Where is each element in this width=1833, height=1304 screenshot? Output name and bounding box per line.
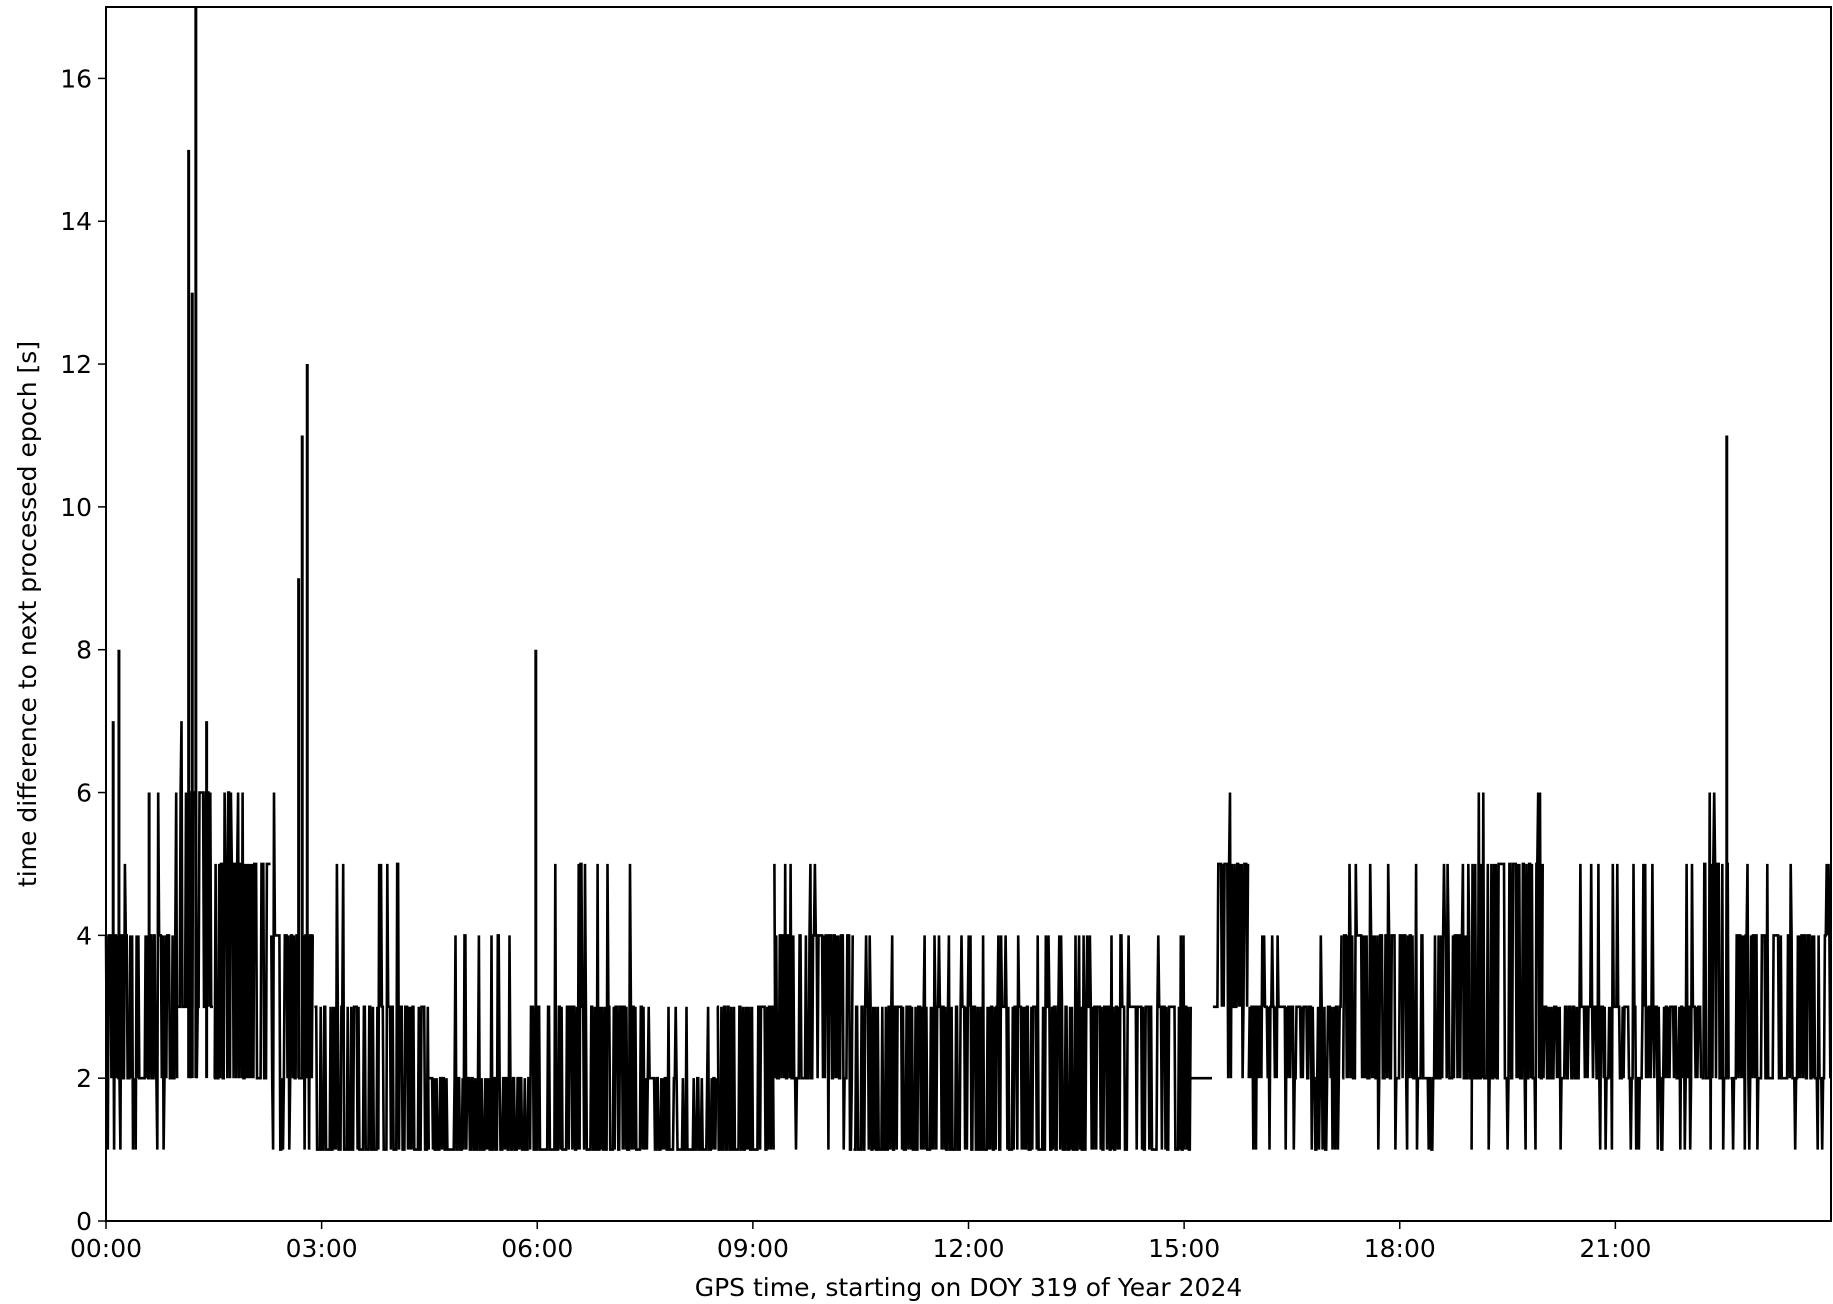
x-tick-label: 21:00 — [1579, 1234, 1651, 1263]
x-tick-label: 06:00 — [501, 1234, 573, 1263]
series-layer — [104, 7, 1832, 1151]
series-segment — [1542, 863, 1703, 1151]
x-tick-label: 03:00 — [286, 1234, 358, 1263]
x-tick-label: 18:00 — [1364, 1234, 1436, 1263]
series-segment — [1247, 935, 1343, 1151]
series-segment — [1730, 863, 1832, 1150]
y-axis: 0 2 4 6 8 10 12 14 16 — [60, 64, 106, 1236]
series-segment — [528, 862, 646, 1151]
y-axis-label: time difference to next processed epoch … — [13, 341, 42, 887]
y-tick-label: 14 — [60, 207, 92, 236]
series-segment — [643, 1006, 718, 1151]
x-axis-label: GPS time, starting on DOY 319 of Year 20… — [695, 1273, 1243, 1302]
x-axis: 00:00 03:00 06:00 09:00 12:00 15:00 18:00 21:00 — [70, 1221, 1651, 1263]
y-tick-label: 6 — [76, 779, 92, 808]
x-tick-label: 12:00 — [932, 1234, 1004, 1263]
y-tick-label: 2 — [76, 1064, 92, 1093]
series-segment — [1212, 792, 1250, 1079]
series-segment — [853, 935, 1027, 1151]
series-segment — [716, 1005, 775, 1151]
x-tick-label: 15:00 — [1148, 1234, 1220, 1263]
series-segment — [104, 863, 136, 1150]
series-segment — [1024, 934, 1192, 1151]
series-segment — [773, 863, 854, 1151]
series-segment — [1701, 792, 1730, 1150]
series-segment — [213, 791, 271, 1080]
x-tick-label: 09:00 — [717, 1234, 789, 1263]
series-segment — [133, 792, 179, 1150]
series-segment — [1341, 863, 1472, 1151]
y-tick-label: 10 — [60, 493, 92, 522]
y-tick-label: 0 — [76, 1207, 92, 1236]
y-tick-label: 12 — [60, 350, 92, 379]
series-segment — [1470, 792, 1544, 1150]
series-segment — [314, 862, 430, 1151]
y-tick-label: 16 — [60, 64, 92, 93]
y-tick-label: 4 — [76, 921, 92, 950]
x-tick-label: 00:00 — [70, 1234, 142, 1263]
series-segment — [429, 934, 530, 1151]
y-tick-label: 8 — [76, 636, 92, 665]
